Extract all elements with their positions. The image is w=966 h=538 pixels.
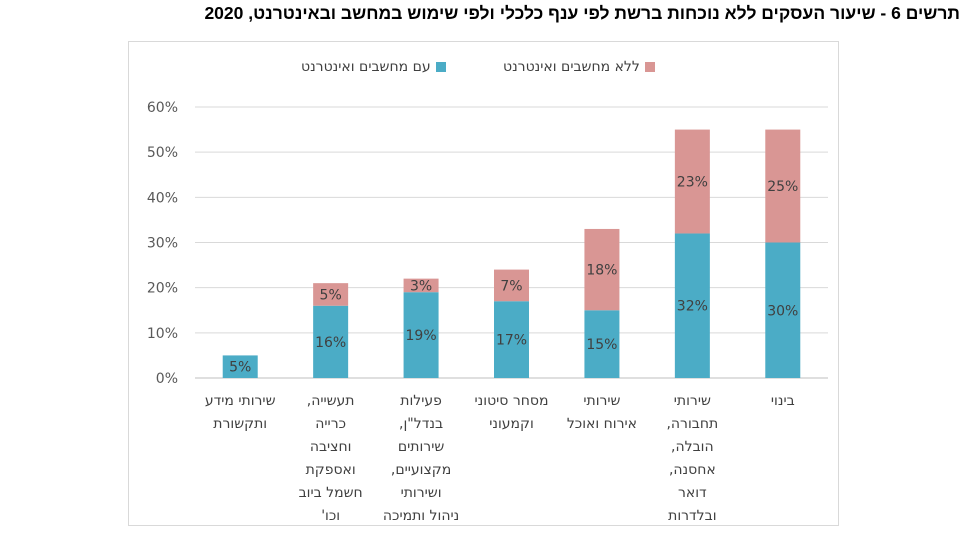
x-tick-label-line: וקמעוני bbox=[489, 416, 534, 432]
data-label: 5% bbox=[320, 287, 342, 303]
data-label: 5% bbox=[229, 360, 251, 376]
bar-with-computers bbox=[313, 305, 349, 378]
bar-without-computers bbox=[584, 228, 620, 311]
x-tick-label-line: תעשייה, bbox=[306, 393, 355, 409]
legend-label-with-computers: עם מחשבים ואינטרנט bbox=[301, 59, 431, 75]
x-tick-label: מסחר סיטוני וקמעוני bbox=[464, 390, 560, 436]
bar-with-computers bbox=[584, 310, 620, 378]
x-tick-label: בינוי bbox=[735, 390, 831, 413]
x-tick-label-line: הובלה, bbox=[671, 439, 714, 455]
y-tick-label: 60% bbox=[147, 100, 178, 116]
x-tick-label-line: דואר bbox=[677, 485, 707, 501]
x-tick-label-line: ובלדרות bbox=[668, 508, 717, 524]
x-tick-label: תעשייה, כרייה וחציבה ואספקת חשמל ביוב וכו' bbox=[283, 390, 379, 528]
x-tick-label-line: בינוי bbox=[770, 393, 795, 409]
x-tick-label-line: שירותי bbox=[583, 393, 621, 409]
y-tick-label: 0% bbox=[156, 371, 178, 387]
bar-without-computers bbox=[674, 129, 710, 234]
x-tick-label-line: שירותי מידע bbox=[204, 393, 276, 409]
bar-without-computers bbox=[494, 269, 529, 302]
x-tick-label-line: פעילות bbox=[400, 393, 442, 409]
data-label: 30% bbox=[767, 303, 798, 319]
y-tick-label: 10% bbox=[147, 326, 178, 342]
data-label: 32% bbox=[677, 299, 708, 315]
x-tick-label-line: שירותים bbox=[397, 439, 445, 455]
data-label: 3% bbox=[410, 278, 432, 294]
x-tick-label-line: מסחר סיטוני bbox=[474, 393, 549, 409]
legend-swatch-with-computers bbox=[435, 62, 446, 72]
x-tick-label-line: בנדל"ן, bbox=[399, 416, 444, 432]
legend-item-without-computers: ללא מחשבים ואינטרנט bbox=[503, 59, 655, 75]
data-label: 18% bbox=[586, 263, 617, 279]
data-label: 23% bbox=[677, 175, 708, 191]
x-tick-label: שירותי מידע ותקשורת bbox=[192, 390, 288, 436]
y-tick-label: 50% bbox=[147, 145, 178, 161]
bar-without-computers bbox=[313, 283, 349, 306]
x-tick-label: שירותי אירוח ואוכל bbox=[554, 390, 650, 436]
bar-with-computers bbox=[765, 242, 801, 378]
y-tick-label: 40% bbox=[147, 190, 178, 206]
data-label: 7% bbox=[500, 278, 522, 294]
data-label: 16% bbox=[315, 335, 346, 351]
x-tick-label-line: שירותי bbox=[673, 393, 711, 409]
bar-with-computers bbox=[403, 292, 439, 378]
legend-item-with-computers: עם מחשבים ואינטרנט bbox=[301, 59, 446, 75]
x-tick-label-line: ושירותי bbox=[400, 485, 442, 501]
data-label: 17% bbox=[496, 333, 527, 349]
chart-area bbox=[128, 41, 839, 526]
legend-label-without-computers: ללא מחשבים ואינטרנט bbox=[503, 59, 640, 75]
x-tick-label-line: ניהול ותמיכה bbox=[382, 508, 460, 524]
x-tick-label-line: כרייה bbox=[315, 416, 346, 432]
x-tick-label: פעילות בנדל"ן, שירותים מקצועיים, ושירותי ניהו… bbox=[373, 390, 469, 528]
x-tick-label-line: אירוח ואוכל bbox=[566, 416, 637, 432]
x-tick-label-line: חשמל ביוב bbox=[298, 485, 363, 501]
x-tick-label-line: אחסנה, bbox=[668, 462, 716, 478]
x-tick-label-line: וכו' bbox=[321, 508, 341, 524]
x-tick-label-line: וחציבה bbox=[309, 439, 352, 455]
bar-with-computers bbox=[222, 355, 258, 378]
bar-without-computers bbox=[403, 278, 439, 293]
bar-with-computers bbox=[674, 233, 710, 378]
x-tick-label-line: ואספקת bbox=[305, 462, 356, 478]
x-tick-label-line: ותקשורת bbox=[213, 416, 268, 432]
x-tick-label-line: מקצועיים, bbox=[390, 462, 452, 478]
bar-without-computers bbox=[765, 129, 801, 243]
x-tick-label: שירותי תחבורה, הובלה, אחסנה, דואר ובלדרות bbox=[644, 390, 740, 528]
legend-swatch-without-computers bbox=[644, 62, 655, 72]
data-label: 15% bbox=[586, 337, 617, 353]
x-tick-label-line: תחבורה, bbox=[666, 416, 719, 432]
y-tick-label: 20% bbox=[147, 281, 178, 297]
bar-with-computers bbox=[494, 301, 529, 378]
y-tick-label: 30% bbox=[147, 236, 178, 252]
chart-title: תרשים 6 - שיעור העסקים ללא נוכחות ברשת ל… bbox=[204, 3, 960, 23]
data-label: 25% bbox=[767, 179, 798, 195]
data-label: 19% bbox=[406, 328, 437, 344]
